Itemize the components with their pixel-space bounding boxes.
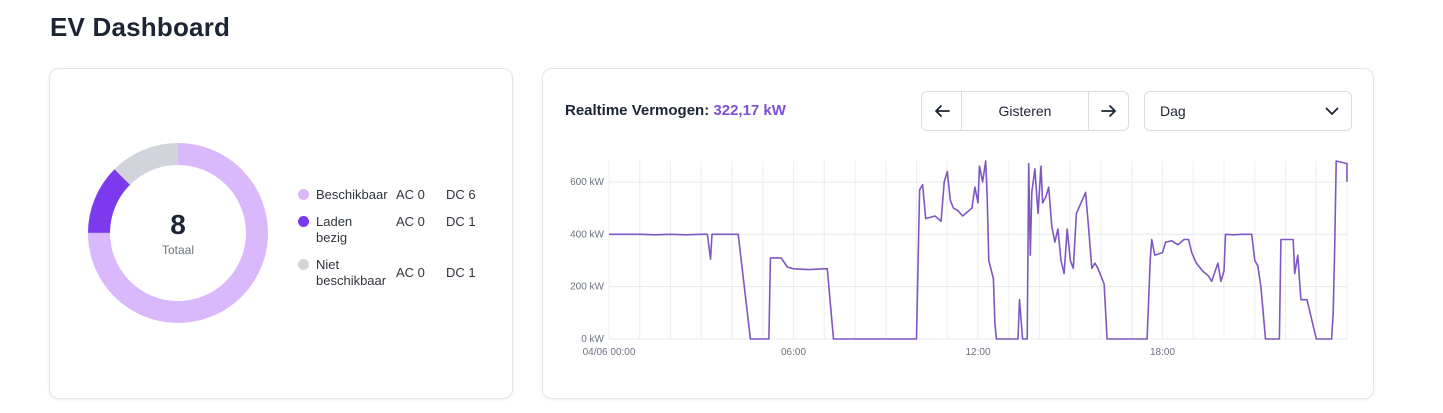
- legend-dot-charging: [298, 216, 309, 227]
- legend-row-charging: Laden bezig AC 0 DC 1: [298, 214, 498, 246]
- x-tick-label: 06:00: [781, 347, 806, 358]
- legend-row-available: Beschikbaar AC 0 DC 6: [298, 187, 498, 203]
- legend-dot-available: [298, 189, 309, 200]
- donut-center: 8 Totaal: [88, 143, 268, 323]
- status-legend: Beschikbaar AC 0 DC 6 Laden bezig AC 0 D…: [298, 187, 498, 300]
- donut-total-label: Totaal: [161, 242, 195, 257]
- legend-row-unavailable: Niet beschikbaar AC 0 DC 1: [298, 257, 498, 289]
- y-tick-label: 600 kW: [570, 177, 604, 188]
- legend-dot-unavailable: [298, 259, 309, 270]
- power-series-line: [609, 160, 1348, 340]
- period-navigator: Gisteren: [921, 91, 1129, 131]
- status-donut-chart: [88, 143, 268, 323]
- donut-slice-unavailable: [88, 143, 268, 323]
- chevron-down-icon: [1325, 107, 1339, 115]
- legend-dc-available: DC 6: [446, 187, 476, 202]
- arrow-left-icon: [934, 105, 950, 117]
- legend-ac-charging: AC 0: [396, 214, 425, 229]
- x-tick-label: 04/06 00:00: [583, 347, 636, 358]
- arrow-right-icon: [1100, 105, 1116, 117]
- legend-label-unavailable: Niet beschikbaar: [316, 257, 387, 288]
- legend-ac-unavailable: AC 0: [396, 265, 425, 280]
- legend-dc-charging: DC 1: [446, 214, 476, 229]
- realtime-power-label: Realtime Vermogen:: [565, 102, 710, 119]
- range-select-value: Dag: [1160, 103, 1186, 119]
- realtime-power-title: Realtime Vermogen: 322,17 kW: [565, 102, 786, 119]
- range-select[interactable]: Dag: [1144, 91, 1352, 131]
- period-label: Gisteren: [961, 92, 1089, 130]
- realtime-power-card: Realtime Vermogen: 322,17 kW Gisteren Da…: [542, 68, 1374, 399]
- previous-period-button[interactable]: [922, 92, 961, 130]
- donut-total-value: 8: [170, 208, 186, 240]
- next-period-button[interactable]: [1089, 92, 1128, 130]
- legend-label-available: Beschikbaar: [316, 187, 388, 202]
- y-tick-label: 0 kW: [581, 334, 604, 345]
- legend-dc-unavailable: DC 1: [446, 265, 476, 280]
- x-tick-label: 12:00: [965, 347, 990, 358]
- realtime-power-value: 322,17 kW: [713, 102, 786, 119]
- page-title: EV Dashboard: [50, 12, 231, 42]
- legend-ac-available: AC 0: [396, 187, 425, 202]
- y-tick-label: 400 kW: [570, 229, 604, 240]
- power-line-chart: 0 kW 200 kW 400 kW 600 kW 04/06 00:00 06:00 12…: [570, 160, 1348, 358]
- y-tick-label: 200 kW: [570, 282, 604, 293]
- legend-label-charging: Laden bezig: [316, 214, 353, 245]
- charger-status-card: 8 Totaal Beschikbaar AC 0 DC 6 Laden bez…: [49, 68, 513, 399]
- x-tick-label: 18:00: [1150, 347, 1175, 358]
